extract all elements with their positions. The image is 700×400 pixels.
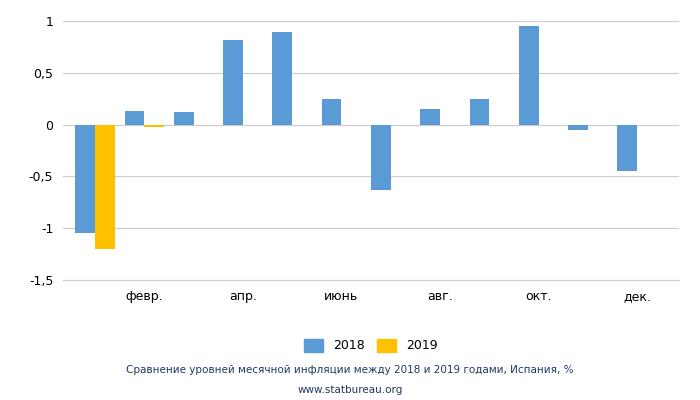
- Bar: [223, 40, 243, 125]
- Bar: [125, 111, 144, 125]
- Bar: [617, 125, 637, 171]
- Bar: [470, 99, 489, 125]
- Text: www.statbureau.org: www.statbureau.org: [298, 385, 402, 395]
- Legend: 2018, 2019: 2018, 2019: [300, 334, 442, 357]
- Bar: [322, 99, 342, 125]
- Bar: [519, 26, 538, 125]
- Bar: [272, 32, 292, 125]
- Bar: [174, 112, 194, 125]
- Bar: [76, 125, 95, 234]
- Bar: [420, 109, 440, 125]
- Bar: [95, 125, 115, 249]
- Bar: [371, 125, 391, 190]
- Bar: [144, 125, 164, 127]
- Text: Сравнение уровней месячной инфляции между 2018 и 2019 годами, Испания, %: Сравнение уровней месячной инфляции межд…: [126, 365, 574, 375]
- Bar: [568, 125, 588, 130]
